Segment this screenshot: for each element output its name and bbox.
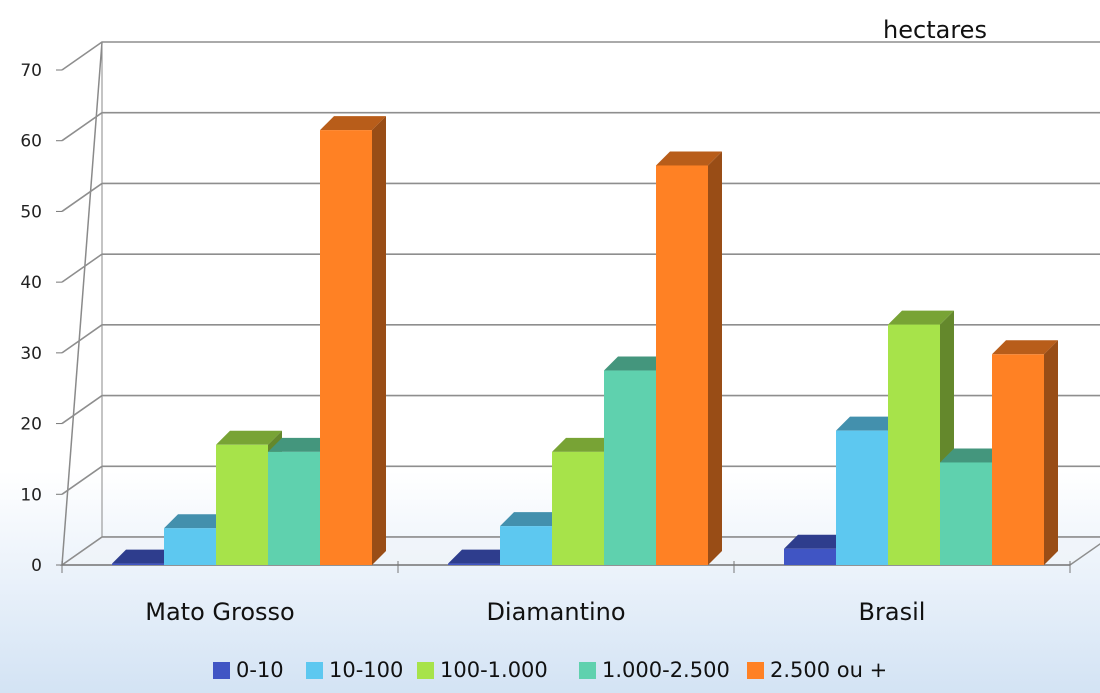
gridline	[61, 324, 1100, 354]
y-tick-label: 60	[20, 132, 42, 152]
category-label: Diamantino	[486, 598, 625, 626]
bar-top	[604, 356, 670, 371]
bar	[656, 151, 722, 565]
bar-front	[552, 451, 604, 565]
legend-swatch	[747, 662, 764, 679]
wall-edge	[61, 41, 103, 566]
gridline	[61, 253, 1100, 283]
legend-label: 1.000-2.500	[602, 658, 730, 682]
gridline	[61, 394, 1100, 425]
bar-top	[836, 416, 902, 431]
bar-top	[992, 340, 1058, 355]
bar-front	[604, 370, 656, 565]
bar-front	[216, 444, 268, 565]
legend-item: 0-10	[213, 658, 284, 682]
bar-front	[268, 451, 320, 565]
bar-front	[320, 130, 372, 565]
bar-front	[940, 462, 992, 565]
y-tick-label: 20	[20, 415, 42, 435]
y-tick-label: 40	[20, 273, 42, 293]
bar-front	[500, 526, 552, 565]
bar-top	[320, 116, 386, 131]
gridline	[61, 111, 1100, 142]
legend-item: 1.000-2.500	[579, 658, 730, 682]
bar-front	[888, 324, 940, 565]
bar-top	[552, 437, 618, 452]
legend-item: 2.500 ou +	[747, 658, 887, 682]
y-tick-label: 30	[20, 344, 42, 364]
bars	[112, 116, 1058, 565]
unit-label: hectares	[883, 16, 987, 44]
bar-top	[164, 514, 230, 529]
legend-swatch	[213, 662, 230, 679]
category-label: Brasil	[859, 598, 926, 626]
bar-top	[268, 437, 334, 452]
bar	[888, 310, 954, 565]
bar-top	[940, 448, 1006, 463]
gridline	[61, 41, 1100, 71]
legend-label: 0-10	[236, 658, 284, 682]
bar-top	[888, 310, 954, 325]
bar-side	[372, 116, 386, 565]
y-tick-label: 0	[31, 556, 42, 576]
bar-top	[784, 534, 850, 549]
bar-front	[784, 548, 836, 565]
legend-label: 100-1.000	[440, 658, 548, 682]
legend-label: 10-100	[329, 658, 403, 682]
category-label: Mato Grosso	[145, 598, 294, 626]
gridline	[61, 465, 1100, 495]
legend-swatch	[306, 662, 323, 679]
bar	[500, 512, 566, 565]
legend-item: 100-1.000	[417, 658, 548, 682]
legend-swatch	[417, 662, 434, 679]
bar-top	[216, 430, 282, 445]
bar-front	[448, 563, 500, 565]
axes: 0 10 20 30 40 50 60 70 Mato Grosso Diamantino Bras…	[20, 61, 1071, 626]
y-tick-label: 70	[20, 61, 42, 81]
y-tick-label: 50	[20, 202, 42, 222]
legend: 0-10 10-100 100-1.000 1.000-2.500 2.500 ou +	[213, 658, 887, 682]
bar	[784, 534, 850, 565]
bar-side	[1044, 340, 1058, 565]
bar-top	[448, 549, 514, 564]
y-tick-label: 10	[20, 485, 42, 505]
bar-top	[500, 512, 566, 527]
bar	[320, 116, 386, 565]
bar-front	[656, 165, 708, 565]
legend-swatch	[579, 662, 596, 679]
bar-front	[164, 528, 216, 565]
bar-front	[992, 354, 1044, 565]
bar-side	[708, 151, 722, 565]
bar-top	[112, 549, 178, 564]
bar	[992, 340, 1058, 565]
bar-front	[836, 430, 888, 565]
gridline	[61, 182, 1100, 213]
bar-front	[112, 563, 164, 565]
bar-top	[656, 151, 722, 166]
legend-item: 10-100	[306, 658, 403, 682]
legend-label: 2.500 ou +	[770, 658, 887, 682]
